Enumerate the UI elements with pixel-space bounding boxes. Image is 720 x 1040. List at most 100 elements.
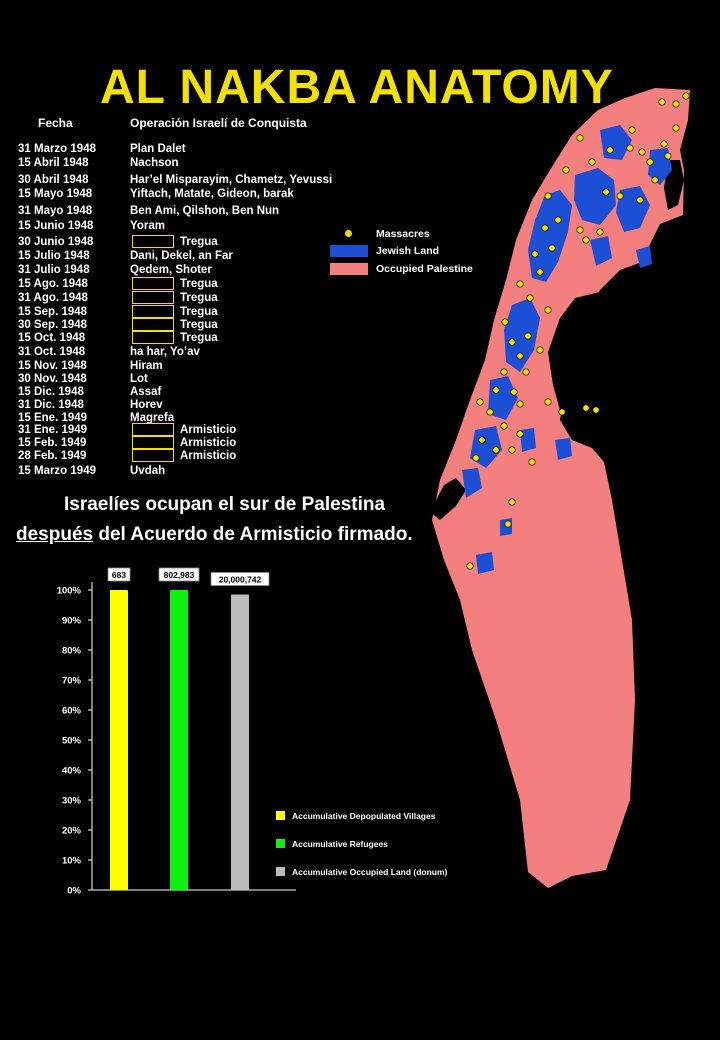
truce-box [132,318,174,331]
timeline-date: 28 Feb. 1949 [18,450,87,462]
bar [231,594,249,890]
armistice-box [132,423,174,436]
timeline-operation: Magrefa [130,412,175,424]
jewish-land-legend-swatch [330,245,368,257]
timeline-operation: Hiram [130,360,163,372]
timeline-date: 15 Marzo 1949 [18,465,96,477]
timeline-date: 30 Sep. 1948 [18,319,88,331]
data-label: 683 [112,570,126,580]
timeline-date: 15 Julio 1948 [18,250,90,262]
bar [110,590,128,890]
y-tick-label: 80% [62,646,82,657]
bar [170,590,188,890]
subtitle-line-1: Israelíes ocupan el sur de Palestina [64,494,386,515]
data-label: 20,000,742 [219,575,262,585]
timeline-operation: Nachson [130,157,179,169]
data-label-box [158,567,200,582]
truce-box [132,277,174,290]
timeline-date: 15 Sep. 1948 [18,306,88,318]
truce-label: Tregua [180,236,218,248]
timeline-operation: Dani, Dekel, an Far [130,250,233,262]
legend-swatch [276,839,285,848]
massacre-markers [466,92,690,570]
data-label: 802,983 [164,570,195,580]
timeline-date: 31 Ene. 1949 [18,424,88,436]
y-tick-label: 40% [62,766,82,777]
map-legend: Massacres Jewish Land Occupied Palestine [328,226,488,278]
timeline-date: 15 Ene. 1949 [18,412,88,424]
timeline-operation: Plan Dalet [130,143,186,155]
gaza-strip [430,478,466,520]
armistice-label: Armisticio [180,437,237,449]
timeline-date: 30 Nov. 1948 [18,373,87,385]
timeline-date: 31 Julio 1948 [18,264,90,276]
occupied-territory [432,88,690,888]
timeline-operation: Yoram [130,220,165,232]
timeline-date: 31 Ago. 1948 [18,292,88,304]
timeline-operation: Uvdah [130,465,166,477]
timeline-operation: Qedem, Shoter [130,264,212,276]
armistice-box [132,436,174,449]
truce-box [132,331,174,344]
timeline-operation: Ben Ami, Qilshon, Ben Nun [130,205,280,217]
armistice-label: Armisticio [180,424,237,436]
timeline-date: 30 Junio 1948 [18,236,94,248]
y-tick-label: 30% [62,796,82,807]
truce-box [132,305,174,318]
y-tick-label: 20% [62,826,82,837]
y-tick-label: 0% [67,886,81,897]
timeline-date: 31 Mayo 1948 [18,205,93,217]
data-label-box [107,567,131,582]
truce-label: Tregua [180,278,218,290]
y-tick-label: 50% [62,736,82,747]
timeline-operation-header: Operación Israelí de Conquista [130,116,307,130]
timeline-date: 15 Dic. 1948 [18,386,84,398]
timeline-operation: ha har, Yo’av [130,346,200,358]
legend-label: Accumulative Refugees [292,839,388,849]
y-tick-label: 10% [62,856,82,867]
legend-swatch [276,811,285,820]
subtitle-rest: del Acuerdo de Armisticio firmado. [93,524,413,545]
timeline-date: 15 Mayo 1948 [18,188,93,200]
timeline-operation: Yiftach, Matate, Gideon, barak [130,188,294,200]
data-label-box [210,572,270,586]
timeline-date-header: Fecha [38,116,73,130]
timeline-date: 31 Dic. 1948 [18,399,84,411]
legend-swatch [276,867,285,876]
legend-massacres-label: Massacres [376,228,430,240]
timeline-operation: Horev [130,399,163,411]
timeline-operation: Har’el Misparayim, Chametz, Yevussi [130,174,333,186]
legend-label: Accumulative Occupied Land (donum) [292,867,448,877]
timeline-operation: Assaf [130,386,162,398]
timeline-date: 30 Abril 1948 [18,174,89,186]
jewish-land-areas [462,125,672,574]
truce-label: Tregua [180,292,218,304]
truce-box [132,235,174,248]
y-tick-label: 90% [62,616,82,627]
timeline-date: 15 Oct. 1948 [18,332,86,344]
massacre-legend-marker [344,229,353,238]
legend-jewish-land-label: Jewish Land [376,245,440,257]
page-title: AL NAKBA ANATOMY [100,61,614,114]
truce-label: Tregua [180,332,218,344]
timeline-date: 31 Oct. 1948 [18,346,86,358]
subtitle-line-2: después del Acuerdo de Armisticio firmad… [16,524,413,546]
legend-label: Accumulative Depopulated Villages [292,811,436,821]
truce-box [132,291,174,304]
y-tick-label: 60% [62,706,82,717]
legend-occupied-label: Occupied Palestine [376,263,473,275]
timeline-date: 15 Junio 1948 [18,220,94,232]
timeline-date: 15 Nov. 1948 [18,360,87,372]
west-bank [548,292,620,418]
armistice-label: Armisticio [180,450,237,462]
timeline-operation: Lot [130,373,148,385]
subtitle-emphasis: después [16,524,94,545]
occupied-legend-swatch [330,263,368,275]
truce-label: Tregua [180,306,218,318]
timeline-date: 15 Ago. 1948 [18,278,88,290]
timeline-date: 31 Marzo 1948 [18,143,96,155]
timeline-date: 15 Feb. 1949 [18,437,87,449]
armistice-box [132,449,174,462]
